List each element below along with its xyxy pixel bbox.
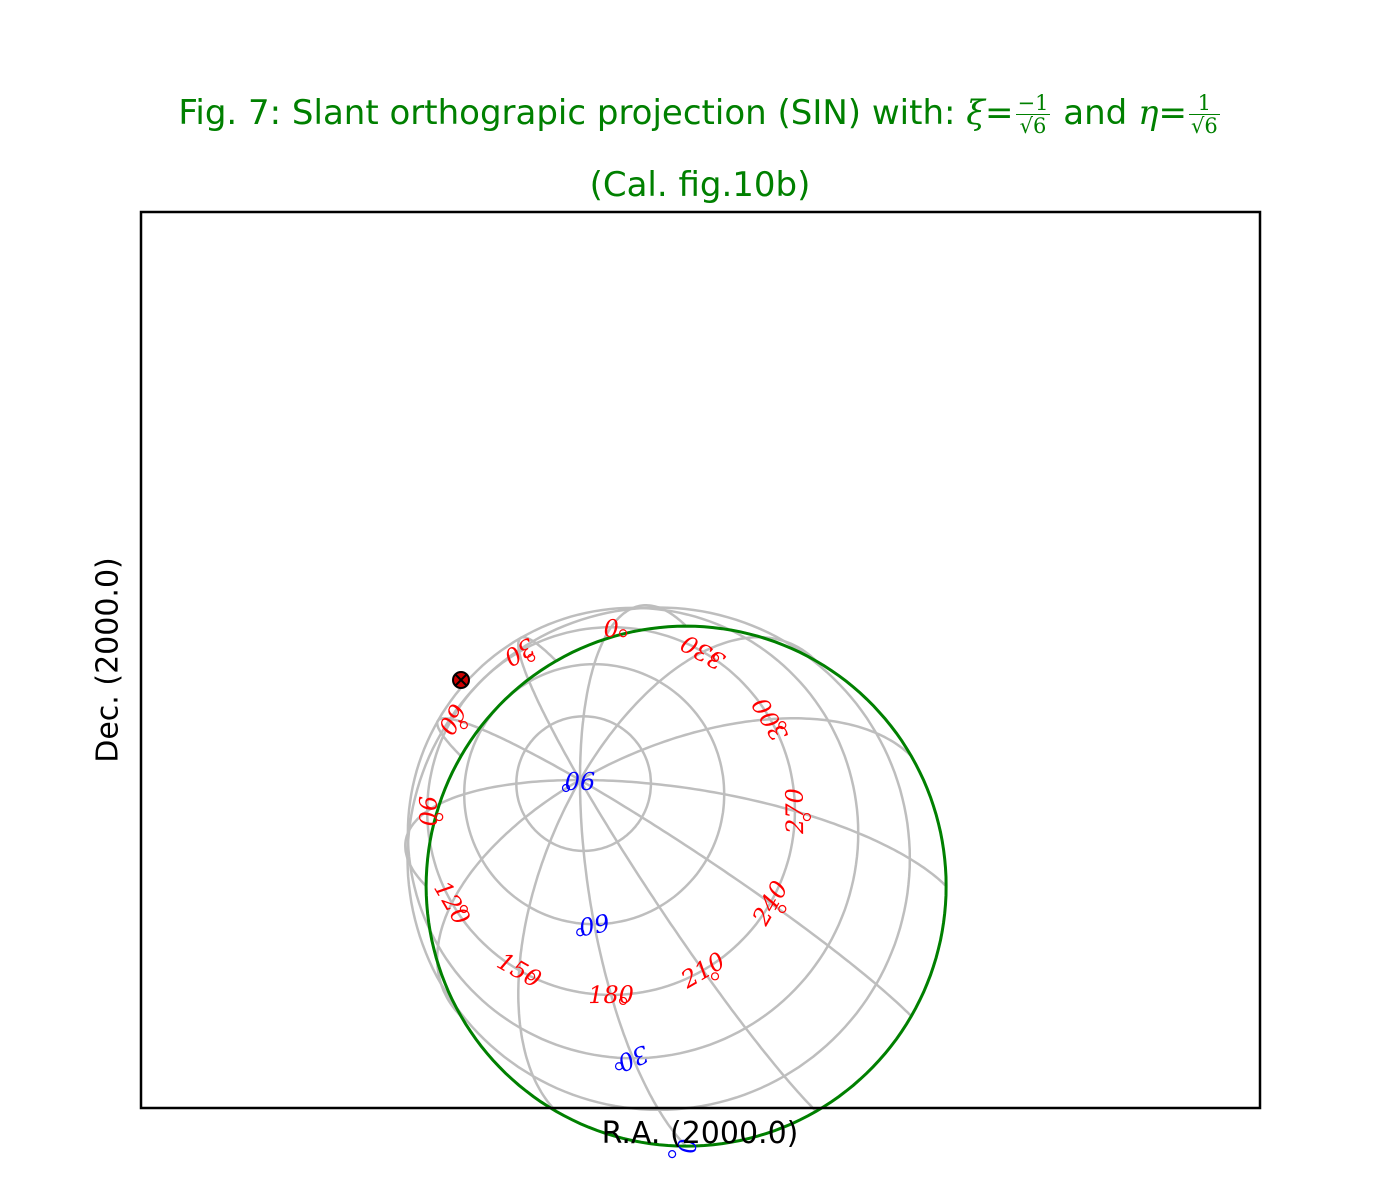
dec-label-marker <box>561 783 571 793</box>
eta-denominator: √6 <box>1190 114 1218 139</box>
projection-boundary <box>424 624 948 1148</box>
ra-label-120: 120 <box>428 876 475 930</box>
ra-label-marker <box>778 904 787 914</box>
meridian-line <box>435 717 581 782</box>
ra-label-marker <box>459 904 468 914</box>
y-axis-label: Dec. (2000.0) <box>90 557 126 763</box>
ra-label-marker <box>435 812 444 822</box>
ra-label-marker <box>527 972 536 981</box>
figure-title: Fig. 7: Slant orthograpic projection (SI… <box>0 92 1400 137</box>
boundary-ellipse <box>424 624 948 1148</box>
dec-label-marker <box>576 928 585 937</box>
meridian-line <box>517 635 582 781</box>
ra-label-210: 210 <box>675 947 730 995</box>
meridian-line <box>578 635 818 781</box>
meridian-line <box>579 717 913 782</box>
ra-label-0: 0 <box>603 613 619 641</box>
ra-label-240: 240 <box>746 876 793 931</box>
ra-label-30: 30 <box>499 632 540 672</box>
dec-label-marker <box>614 1062 624 1071</box>
eta-numerator: 1 <box>1188 92 1220 116</box>
ra-label-marker <box>618 996 628 1006</box>
meridian-line <box>578 780 688 1147</box>
eta-equals: = <box>1158 93 1187 134</box>
ra-label-marker <box>459 721 468 730</box>
meridian-line <box>578 604 687 780</box>
parallel-line <box>425 625 797 997</box>
marker-cross <box>454 673 468 687</box>
meridian-line <box>578 779 818 1113</box>
meridian-line <box>580 778 947 888</box>
ra-label-marker <box>527 653 536 662</box>
meridian-line <box>517 779 582 1113</box>
ra-label-330: 330 <box>676 628 730 675</box>
ra-label-marker <box>710 653 720 662</box>
ra-label-270: 270 <box>781 788 809 835</box>
xi-denominator: √6 <box>1019 114 1047 139</box>
ra-label-marker <box>618 629 628 638</box>
ra-label-180: 180 <box>588 981 634 1009</box>
dec-label-marker <box>668 1150 677 1159</box>
title-text: Fig. 7: Slant orthograpic projection (SI… <box>178 93 956 134</box>
figure-subtitle: (Cal. fig.10b) <box>589 165 811 205</box>
title-and: and <box>1063 93 1128 134</box>
dec-label-90: 90 <box>565 766 596 794</box>
ra-label-marker <box>802 812 812 822</box>
graticule-lines <box>404 604 948 1148</box>
xi-equals: = <box>985 93 1014 134</box>
xi-symbol: ξ <box>966 93 985 134</box>
eta-symbol: η <box>1138 93 1159 134</box>
ra-label-marker <box>778 721 787 730</box>
dec-label-60: 60 <box>577 908 612 941</box>
meridian-line <box>579 778 913 1018</box>
ra-label-60: 60 <box>432 699 471 739</box>
meridian-line <box>404 778 580 887</box>
plot-frame <box>139 210 1262 1110</box>
marker <box>452 671 470 689</box>
x-axis-label: R.A. (2000.0) <box>601 1116 799 1151</box>
ra-label-marker <box>710 972 720 981</box>
xi-fraction: −1 √6 <box>1015 91 1051 139</box>
eta-fraction: 1 √6 <box>1188 92 1220 139</box>
ra-label-90: 90 <box>413 796 441 827</box>
meridian-line <box>435 778 581 1018</box>
xi-numerator: −1 <box>1015 91 1051 116</box>
dec-label-30: 30 <box>614 1039 653 1077</box>
dec-label-0: 0 <box>672 1138 700 1153</box>
